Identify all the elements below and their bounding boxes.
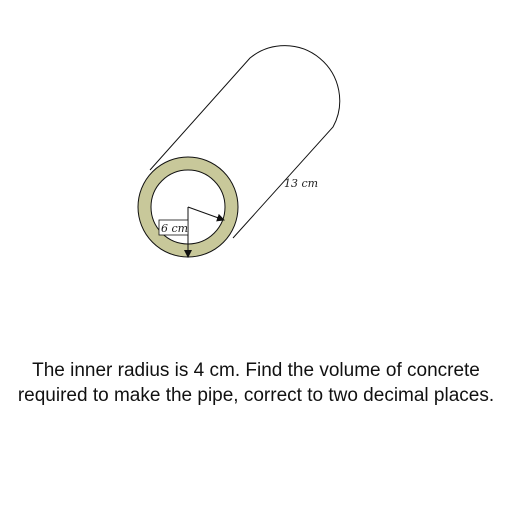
cylinder-body-outline	[149, 45, 341, 239]
question-text: The inner radius is 4 cm. Find the volum…	[17, 360, 495, 406]
inner-radius-arrow	[187, 206, 225, 222]
length-label: 13 cm	[284, 177, 318, 190]
outer-radius-label-box	[158, 219, 189, 236]
outer-radius-label: 6 cm	[161, 222, 188, 235]
